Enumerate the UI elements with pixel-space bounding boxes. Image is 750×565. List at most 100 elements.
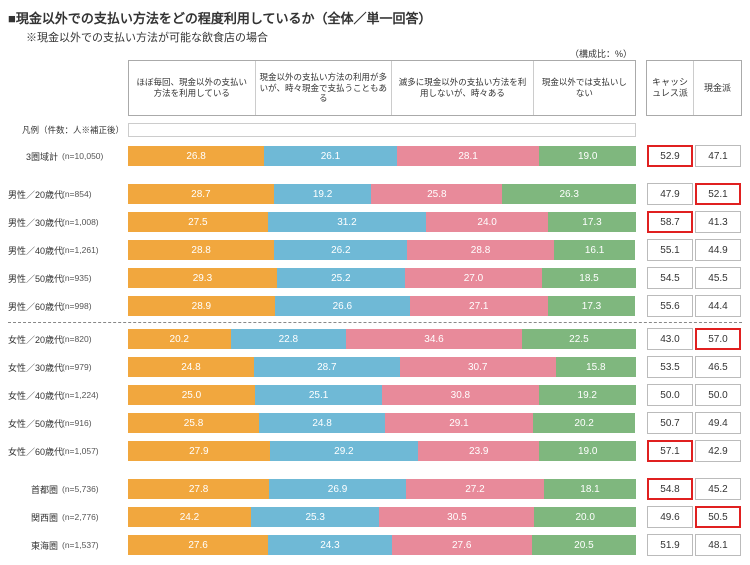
stacked-bar: 27.929.223.919.0 <box>128 441 636 461</box>
bar-segment: 28.1 <box>397 146 540 166</box>
bar-segment: 25.1 <box>255 385 382 405</box>
bar-segment: 27.2 <box>406 479 544 499</box>
bar-segment: 26.2 <box>274 240 407 260</box>
bar-segment: 27.8 <box>128 479 269 499</box>
row-n: (n=935) <box>62 273 128 283</box>
bar-segment: 27.5 <box>128 212 268 232</box>
side-values: 54.5 45.5 <box>646 267 742 289</box>
row-n: (n=1,224) <box>62 390 128 400</box>
side-cashless: 55.1 <box>647 239 693 261</box>
side-values: 43.0 57.0 <box>646 328 742 350</box>
side-cash: 44.4 <box>695 295 741 317</box>
stacked-bar: 25.824.829.120.2 <box>128 413 636 433</box>
bar-segment: 24.3 <box>268 535 391 555</box>
bar-segment: 24.2 <box>128 507 251 527</box>
side-cashless: 58.7 <box>647 211 693 233</box>
bar-segment: 19.2 <box>274 184 372 204</box>
side-cash: 45.2 <box>695 478 741 500</box>
row-label: 女性／60歳代 <box>8 445 62 458</box>
stacked-bar: 27.826.927.218.1 <box>128 479 636 499</box>
bar-segment: 19.0 <box>539 146 636 166</box>
bar-segment: 26.9 <box>269 479 406 499</box>
side-values: 54.8 45.2 <box>646 478 742 500</box>
side-values: 50.7 49.4 <box>646 412 742 434</box>
side-values: 58.7 41.3 <box>646 211 742 233</box>
bar-segment: 29.3 <box>128 268 277 288</box>
stacked-bar: 28.826.228.816.1 <box>128 240 636 260</box>
stacked-bar: 28.719.225.826.3 <box>128 184 636 204</box>
bar-segment: 30.8 <box>382 385 538 405</box>
bar-segment: 26.8 <box>128 146 264 166</box>
category-header-2: 滅多に現金以外の支払い方法を利用しないが、時々ある <box>392 61 534 115</box>
category-header-0: ほぼ毎回、現金以外の支払い方法を利用している <box>129 61 256 115</box>
stacked-bar: 20.222.834.622.5 <box>128 329 636 349</box>
data-row: 男性／60歳代 (n=998) 28.926.627.117.3 55.6 44… <box>8 294 742 318</box>
row-label: 男性／50歳代 <box>8 272 62 285</box>
bar-segment: 20.5 <box>532 535 636 555</box>
chart-subtitle: ※現金以外での支払い方法が可能な飲食店の場合 <box>26 29 742 45</box>
side-header-cash: 現金派 <box>694 61 741 115</box>
data-row: 女性／20歳代 (n=820) 20.222.834.622.5 43.0 57… <box>8 327 742 351</box>
row-label: 女性／20歳代 <box>8 333 62 346</box>
side-cashless: 51.9 <box>647 534 693 556</box>
stacked-bar: 25.025.130.819.2 <box>128 385 636 405</box>
data-row: 関西圏 (n=2,776) 24.225.330.520.0 49.6 50.5 <box>8 505 742 529</box>
bar-segment: 27.6 <box>392 535 532 555</box>
side-values: 55.6 44.4 <box>646 295 742 317</box>
bar-segment: 34.6 <box>346 329 522 349</box>
stacked-bar: 29.325.227.018.5 <box>128 268 636 288</box>
bar-segment: 28.7 <box>128 184 274 204</box>
side-cashless: 55.6 <box>647 295 693 317</box>
bar-segment: 24.8 <box>128 357 254 377</box>
bar-segment: 20.2 <box>128 329 231 349</box>
side-cashless: 54.8 <box>647 478 693 500</box>
side-values: 55.1 44.9 <box>646 239 742 261</box>
bar-segment: 30.5 <box>379 507 534 527</box>
row-label: 男性／20歳代 <box>8 188 62 201</box>
category-headers: ほぼ毎回、現金以外の支払い方法を利用している現金以外の支払い方法の利用が多いが、… <box>128 60 636 116</box>
legend-label: 凡例（件数：人※補正後） <box>8 124 128 136</box>
bar-segment: 25.3 <box>251 507 380 527</box>
row-n: (n=820) <box>62 334 128 344</box>
data-row: 圏域別 首都圏 (n=5,736) 27.826.927.218.1 54.8 … <box>8 477 742 501</box>
row-n: (n=1,537) <box>62 540 128 550</box>
row-label: 女性／50歳代 <box>8 417 62 430</box>
legend-bar <box>128 123 636 137</box>
row-n: (n=979) <box>62 362 128 372</box>
stacked-bar: 24.828.730.715.8 <box>128 357 636 377</box>
side-values: 52.9 47.1 <box>646 145 742 167</box>
chart-title: ■現金以外での支払い方法をどの程度利用しているか（全体／単一回答） <box>8 8 742 27</box>
side-values: 51.9 48.1 <box>646 534 742 556</box>
data-row: 男性／50歳代 (n=935) 29.325.227.018.5 54.5 45… <box>8 266 742 290</box>
data-row: 男性／30歳代 (n=1,008) 27.531.224.017.3 58.7 … <box>8 210 742 234</box>
group-divider <box>8 322 742 323</box>
header-row: ほぼ毎回、現金以外の支払い方法を利用している現金以外の支払い方法の利用が多いが、… <box>8 60 742 116</box>
bar-segment: 20.2 <box>533 413 636 433</box>
category-header-1: 現金以外の支払い方法の利用が多いが、時々現金で支払うこともある <box>256 61 393 115</box>
bar-segment: 24.0 <box>426 212 548 232</box>
side-cash: 52.1 <box>695 183 741 205</box>
side-cash: 48.1 <box>695 534 741 556</box>
bar-segment: 25.8 <box>128 413 259 433</box>
data-row: 3圏域計 (n=10,050) 26.826.128.119.0 52.9 47… <box>8 144 742 168</box>
bar-segment: 28.8 <box>128 240 274 260</box>
row-label: 首都圏 <box>8 483 62 496</box>
bar-segment: 27.9 <box>128 441 270 461</box>
row-n: (n=998) <box>62 301 128 311</box>
row-n: (n=10,050) <box>62 151 128 161</box>
bar-segment: 27.1 <box>410 296 548 316</box>
row-n: (n=1,261) <box>62 245 128 255</box>
stacked-bar: 27.624.327.620.5 <box>128 535 636 555</box>
stacked-bar: 27.531.224.017.3 <box>128 212 636 232</box>
bar-segment: 23.9 <box>418 441 539 461</box>
side-cashless: 50.0 <box>647 384 693 406</box>
row-label: 男性／40歳代 <box>8 244 62 257</box>
row-label: 女性／30歳代 <box>8 361 62 374</box>
bar-segment: 18.5 <box>542 268 636 288</box>
bar-segment: 26.3 <box>502 184 636 204</box>
row-n: (n=916) <box>62 418 128 428</box>
category-header-3: 現金以外では支払いしない <box>534 61 635 115</box>
row-label: 3圏域計 <box>8 150 62 163</box>
side-cashless: 57.1 <box>647 440 693 462</box>
side-cash: 44.9 <box>695 239 741 261</box>
